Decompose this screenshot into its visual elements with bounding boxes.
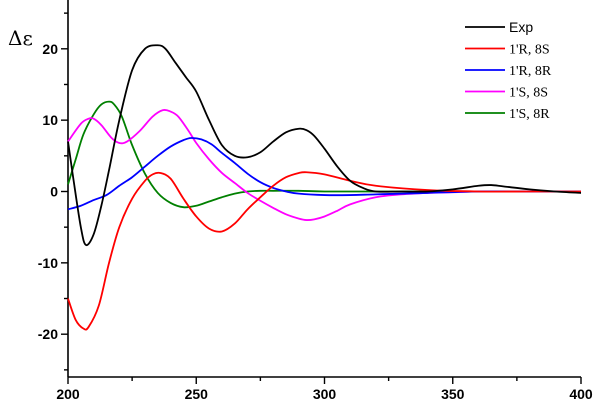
y-tick-label: -20	[38, 326, 58, 342]
legend: Exp 1'R, 8S 1'R, 8R 1'S, 8S 1'S, 8R	[465, 19, 552, 122]
series-line-4	[67, 100, 581, 209]
series-line-3	[67, 108, 581, 221]
y-tick-label: 20	[42, 41, 58, 57]
y-tick-label: 0	[50, 184, 58, 200]
x-tick-label: 300	[313, 386, 337, 401]
x-tick-label: 200	[56, 386, 80, 401]
x-tick-label: 400	[569, 386, 593, 401]
series-line-2	[67, 137, 581, 211]
series-line-0	[67, 44, 582, 247]
axes: 200 250 300 350 400 -20 -10 0 10 20	[38, 0, 593, 401]
y-axis-label-group: Δε	[8, 26, 33, 50]
legend-label-1: 1'R, 8S	[509, 43, 550, 58]
legend-label-0: Exp	[509, 19, 533, 35]
plot-area	[67, 44, 582, 331]
legend-label-2: 1'R, 8R	[509, 64, 552, 79]
y-axis-label: Δε	[8, 26, 33, 50]
x-tick-label: 350	[441, 386, 465, 401]
x-tick-label: 250	[185, 386, 209, 401]
legend-label-3: 1'S, 8S	[509, 86, 548, 101]
legend-label-4: 1'S, 8R	[509, 107, 550, 122]
y-tick-label: 10	[42, 112, 58, 128]
y-tick-label: -10	[38, 255, 58, 271]
